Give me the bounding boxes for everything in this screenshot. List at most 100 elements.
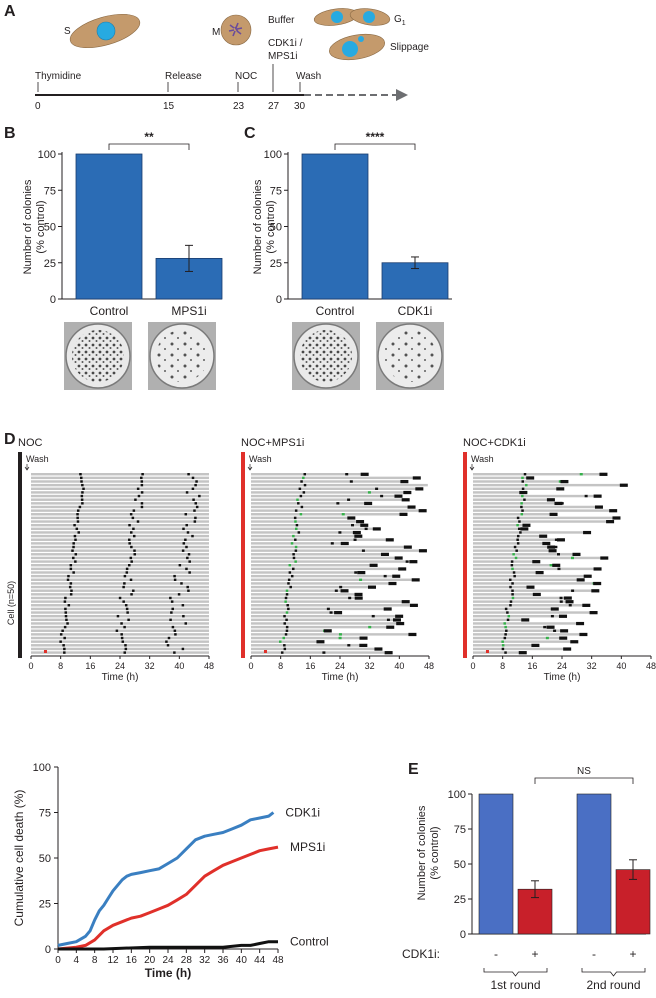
death-event (549, 512, 558, 516)
death-event (606, 520, 615, 524)
series-label-cdk1i: CDK1i (285, 806, 320, 820)
nucleus (96, 21, 116, 41)
condition-bar (241, 452, 245, 658)
series-line-mps1i (57, 845, 279, 951)
death-event (547, 545, 556, 549)
death-marker (43, 650, 47, 653)
mitosis-event (125, 607, 129, 611)
slippage-event (299, 513, 303, 516)
mitosis-event (338, 636, 342, 640)
cell-track (473, 523, 530, 527)
mitosis-event (294, 538, 297, 541)
slippage-event (296, 498, 299, 501)
death-event (582, 603, 591, 607)
death-event (556, 487, 565, 491)
cell-track (251, 520, 364, 523)
y-tick-label: 25 (39, 899, 51, 911)
drug-label-line2: MPS1i (268, 51, 297, 62)
death-event (415, 487, 424, 491)
x-tick-label: 32 (145, 661, 155, 671)
mitosis-event (287, 578, 291, 581)
cell-track (473, 647, 571, 651)
cell-track (473, 574, 591, 578)
cell-track (473, 505, 602, 509)
death-event (539, 534, 548, 538)
mitosis-event (132, 527, 135, 531)
mitosis-event (69, 564, 73, 567)
x-tick-label: 32 (587, 661, 597, 671)
death-event (354, 534, 363, 538)
y-tick-label: 0 (50, 294, 56, 306)
death-event (526, 476, 535, 480)
mitosis-event (66, 622, 69, 625)
death-event (600, 556, 609, 560)
cell-track (473, 487, 564, 490)
cell-track (251, 574, 400, 578)
slippage-event (512, 553, 515, 556)
y-tick-label: 100 (33, 762, 51, 774)
series-line-control (58, 940, 278, 951)
cell-track (31, 545, 209, 549)
mitosis-event (511, 582, 514, 585)
mitosis-event (80, 494, 84, 498)
significance-label: ** (144, 130, 154, 144)
x-tick-label: 32 (365, 661, 375, 671)
slippage-event (294, 545, 298, 549)
death-event (570, 640, 579, 644)
x-tick-label: 24 (115, 661, 125, 671)
mitosis-event (181, 549, 185, 552)
cell-track (31, 494, 209, 498)
slippage-event (501, 644, 505, 647)
cell-track (251, 549, 426, 552)
treatment-sign: - (592, 947, 596, 961)
mitosis-event (523, 498, 526, 501)
significance-bracket (534, 777, 634, 784)
x-tick-label: 4 (74, 955, 80, 966)
death-event (380, 552, 389, 557)
mitosis-event (185, 523, 188, 527)
cell-track (251, 560, 417, 563)
mitosis-event (287, 607, 290, 611)
mitosis-event (130, 593, 133, 596)
mitosis-event (298, 487, 302, 490)
cell-track (31, 549, 209, 552)
panel-label-e: E (408, 761, 419, 778)
mitosis-event (300, 505, 304, 509)
mitosis-event (553, 629, 557, 632)
cell-track (31, 611, 209, 614)
mitosis-event (74, 560, 77, 563)
mitosis-event (371, 614, 375, 618)
mitosis-event (127, 618, 130, 622)
mitosis-event (515, 549, 518, 552)
cell-track (31, 625, 209, 629)
mitosis-event (122, 585, 125, 589)
mitosis-event (64, 614, 68, 618)
time-30: 30 (294, 101, 306, 112)
x-tick-label: 12 (107, 955, 119, 966)
mitosis-event (293, 516, 297, 520)
y-tick-label: 50 (270, 222, 282, 234)
s-phase-cell (69, 13, 141, 49)
death-event (384, 651, 393, 655)
cell-track (31, 560, 209, 563)
death-event (546, 625, 555, 629)
slippage-event (302, 476, 305, 480)
colonies-sparse (384, 330, 436, 382)
mitosis-event (184, 513, 188, 516)
mitosis-event (167, 636, 171, 640)
mitosis-event (61, 629, 64, 632)
slipped-nucleus (342, 41, 358, 57)
x-tick-label: 28 (181, 955, 193, 966)
mitosis-event (173, 629, 177, 632)
x-tick-label: 48 (646, 661, 656, 671)
death-event (560, 479, 569, 484)
mitosis-event (187, 589, 190, 592)
group-brace (581, 968, 646, 977)
death-event (550, 607, 559, 611)
mitosis-event (570, 556, 574, 560)
mitosis-event (123, 582, 126, 585)
condition-bar (463, 452, 467, 658)
x-axis-label: Time (h) (544, 672, 581, 683)
death-event (554, 501, 563, 506)
mitosis-event (80, 480, 83, 483)
